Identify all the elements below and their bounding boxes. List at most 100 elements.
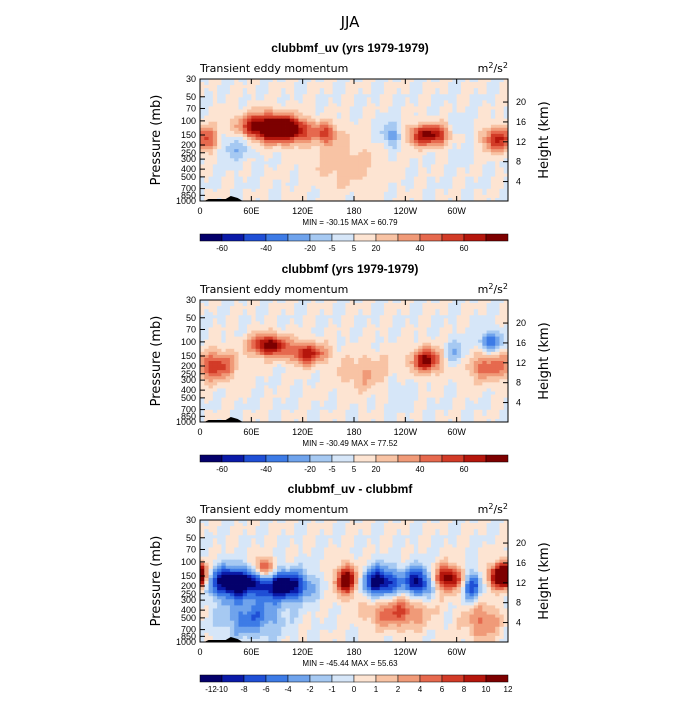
heatmap-cell [277, 113, 282, 116]
heatmap-cell [256, 167, 261, 170]
heatmap-cell [384, 125, 389, 128]
heatmap-cell [260, 189, 265, 192]
heatmap-cell [226, 364, 231, 367]
heatmap-cell [311, 340, 316, 343]
heatmap-cell [388, 192, 393, 195]
heatmap-cell [298, 321, 303, 324]
heatmap-cell [316, 306, 321, 309]
heatmap-cell [414, 106, 419, 109]
heatmap-cell [307, 343, 312, 346]
heatmap-cell [401, 131, 406, 134]
heatmap-cell [281, 128, 286, 131]
heatmap-cell [273, 315, 278, 318]
heatmap-cell [239, 343, 244, 346]
heatmap-cell [363, 122, 368, 125]
heatmap-cell [495, 97, 500, 100]
heatmap-cell [337, 158, 342, 161]
heatmap-cell [230, 376, 235, 379]
heatmap-cell [209, 334, 214, 337]
heatmap-cell [414, 85, 419, 88]
heatmap-cell [268, 300, 273, 303]
heatmap-cell [217, 318, 222, 321]
heatmap-cell [281, 306, 286, 309]
heatmap-cell [363, 327, 368, 330]
heatmap-cell [316, 119, 321, 122]
heatmap-cell [358, 340, 363, 343]
heatmap-cell [333, 122, 338, 125]
heatmap-cell [452, 88, 457, 91]
heatmap-cell [311, 131, 316, 134]
heatmap-cell [333, 79, 338, 82]
heatmap-cell [307, 349, 312, 352]
heatmap-cell [358, 158, 363, 161]
heatmap-cell [397, 309, 402, 312]
heatmap-cell [264, 140, 269, 143]
heatmap-cell [448, 161, 453, 164]
heatmap-cell [440, 167, 445, 170]
heatmap-cell [290, 340, 295, 343]
heatmap-cell [286, 331, 291, 334]
heatmap-cell [470, 174, 475, 177]
heatmap-cell [495, 346, 500, 349]
heatmap-cell [316, 312, 321, 315]
heatmap-cell [405, 373, 410, 376]
heatmap-cell [487, 318, 492, 321]
heatmap-cell [482, 167, 487, 170]
heatmap-cell [294, 309, 299, 312]
heatmap-cell [256, 110, 261, 113]
heatmap-cell [397, 189, 402, 192]
heatmap-cell [264, 379, 269, 382]
panel-title: clubbmf (yrs 1979-1979) [282, 262, 419, 276]
heatmap-cell [478, 161, 483, 164]
heatmap-cell [367, 91, 372, 94]
heatmap-cell [457, 306, 462, 309]
heatmap-cell [213, 79, 218, 82]
heatmap-cell [388, 131, 393, 134]
heatmap-cell [209, 167, 214, 170]
heatmap-cell [221, 155, 226, 158]
height-tick-label: 20 [516, 97, 526, 107]
heatmap-cell [499, 106, 504, 109]
heatmap-cell [367, 177, 372, 180]
heatmap-cell [277, 161, 282, 164]
heatmap-cell [268, 361, 273, 364]
heatmap-cell [397, 143, 402, 146]
heatmap-cell [465, 183, 470, 186]
heatmap-cell [320, 340, 325, 343]
heatmap-cell [393, 106, 398, 109]
heatmap-cell [273, 331, 278, 334]
heatmap-cell [243, 379, 248, 382]
heatmap-cell [286, 140, 291, 143]
heatmap-cell [303, 97, 308, 100]
heatmap-cell [495, 177, 500, 180]
heatmap-cell [371, 103, 376, 106]
heatmap-cell [350, 367, 355, 370]
heatmap-cell [363, 318, 368, 321]
heatmap-cell [324, 119, 329, 122]
heatmap-cell [324, 152, 329, 155]
heatmap-cell [320, 373, 325, 376]
heatmap-cell [440, 303, 445, 306]
heatmap-cell [268, 94, 273, 97]
heatmap-cell [371, 171, 376, 174]
heatmap-cell [307, 167, 312, 170]
heatmap-cell [452, 110, 457, 113]
heatmap-cell [298, 125, 303, 128]
heatmap-cell [470, 155, 475, 158]
heatmap-cell [375, 379, 380, 382]
heatmap-cell [264, 309, 269, 312]
heatmap-cell [491, 324, 496, 327]
heatmap-cell [491, 88, 496, 91]
heatmap-cell [345, 79, 350, 82]
heatmap-cell [448, 334, 453, 337]
heatmap-cell [461, 137, 466, 140]
heatmap-cell [268, 324, 273, 327]
heatmap-cell [268, 131, 273, 134]
heatmap-cell [482, 373, 487, 376]
heatmap-cell [470, 158, 475, 161]
heatmap-cell [307, 337, 312, 340]
heatmap-cell [435, 125, 440, 128]
heatmap-cell [444, 100, 449, 103]
heatmap-cell [286, 361, 291, 364]
heatmap-cell [487, 346, 492, 349]
